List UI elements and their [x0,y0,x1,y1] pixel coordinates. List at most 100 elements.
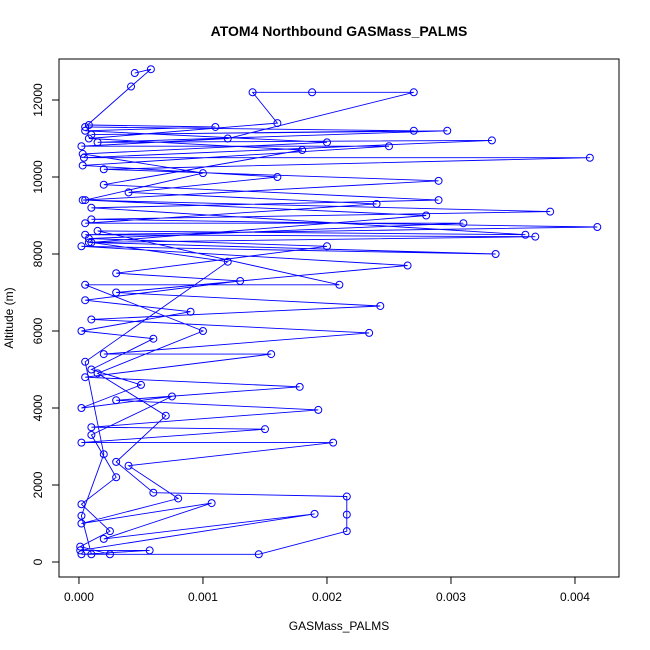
data-point [161,411,170,420]
data-point [84,121,93,130]
data-point [211,122,220,131]
data-point [77,326,86,335]
data-point [186,307,195,316]
data-point [87,423,96,432]
data-point [342,527,351,536]
data-point [99,534,108,543]
data-point [81,280,90,289]
data-point [77,438,86,447]
y-axis-label: Altitude (m) [2,287,16,348]
data-point [342,510,351,519]
data-point [77,403,86,412]
data-point [521,230,530,239]
data-point [77,550,86,559]
data-point [372,199,381,208]
y-tick-label: 2000 [31,471,45,498]
data-point [87,430,96,439]
data-point [78,196,87,205]
data-point [87,215,96,224]
data-point [254,550,263,559]
data-point [223,257,232,266]
y-tick-label: 0 [31,558,45,565]
data-point [84,238,93,247]
data-point [77,500,86,509]
data-point [310,509,319,518]
data-point [531,232,540,241]
data-point [105,527,114,536]
data-point [105,550,114,559]
data-point [77,519,86,528]
data-point [76,546,85,555]
data-point [145,546,154,555]
x-tick-label: 0.004 [560,590,590,604]
plot-frame [58,58,620,578]
data-point [376,301,385,310]
x-tick-label: 0.000 [64,590,94,604]
data-point [112,457,121,466]
data-point [93,138,102,147]
data-point [112,269,121,278]
data-point [136,380,145,389]
data-point [198,169,207,178]
data-point [295,382,304,391]
x-tick-label: 0.001 [188,590,218,604]
data-point [314,405,323,414]
data-point [335,280,344,289]
data-point [273,172,282,181]
data-point [81,126,90,135]
data-point [81,373,90,382]
data-point [81,196,90,205]
data-point [365,328,374,337]
data-point [112,396,121,405]
data-point [99,165,108,174]
data-point [127,82,136,91]
data-point [308,88,317,97]
data-point [77,242,86,251]
data-point [223,134,232,143]
y-tick-label: 10000 [31,160,45,194]
data-point [434,176,443,185]
data-point [167,392,176,401]
data-point [112,288,121,297]
data-point [207,499,216,508]
data-point [422,211,431,220]
data-point [198,326,207,335]
y-tick-label: 6000 [31,317,45,344]
data-point [77,142,86,151]
data-point [81,219,90,228]
data-point [322,138,331,147]
data-point [112,473,121,482]
data-point [174,494,183,503]
data-point [322,242,331,251]
data-point [124,461,133,470]
data-point [87,203,96,212]
data-point [84,134,93,143]
data-point [99,350,108,359]
y-tick-label: 8000 [31,240,45,267]
data-point [585,153,594,162]
data-point [329,438,338,447]
data-point [298,146,307,155]
data-point [93,369,102,378]
data-point [81,296,90,305]
data-point [77,511,86,520]
x-axis-label: GASMass_PALMS [289,619,389,633]
data-point [149,334,158,343]
data-point [99,180,108,189]
data-point [124,188,133,197]
x-tick-label: 0.003 [436,590,466,604]
data-point [260,425,269,434]
data-point [434,196,443,205]
y-tick-label: 4000 [31,394,45,421]
data-point [87,238,96,247]
data-point [236,276,245,285]
data-point [409,126,418,135]
data-point [546,207,555,216]
data-point [273,119,282,128]
data-point [384,142,393,151]
data-point [130,69,139,78]
y-tick-label: 12000 [31,83,45,117]
data-point [403,261,412,270]
data-point [78,149,87,158]
